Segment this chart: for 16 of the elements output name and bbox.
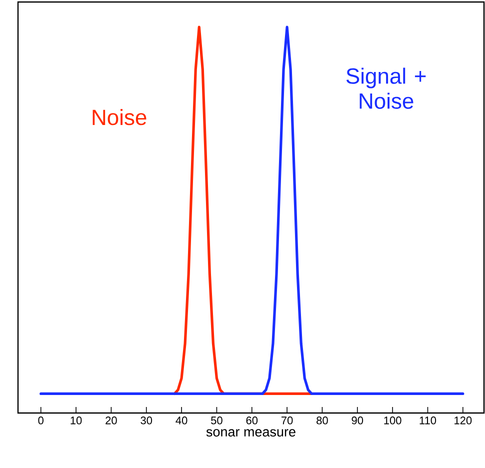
x-tick-label: 20	[106, 416, 117, 424]
x-tick-label: 10	[70, 416, 82, 424]
x-tick-label: 100	[384, 416, 402, 424]
x-axis-title: sonar measure	[206, 429, 296, 437]
x-tick-label: 90	[352, 416, 364, 424]
x-tick-label: 40	[176, 416, 188, 424]
x-tick-label: 110	[420, 416, 436, 424]
x-tick-label: 120	[454, 416, 472, 424]
text: Noise	[92, 109, 146, 126]
x-tick-label: 70	[281, 416, 293, 424]
x-tick-label: 60	[246, 416, 258, 424]
text: Signal + Noise	[346, 68, 426, 109]
x-tick-label: 0	[38, 416, 44, 424]
x-tick-label: 50	[211, 416, 222, 424]
x-tick-label: 30	[140, 416, 152, 424]
x-tick-label: 80	[316, 416, 328, 424]
